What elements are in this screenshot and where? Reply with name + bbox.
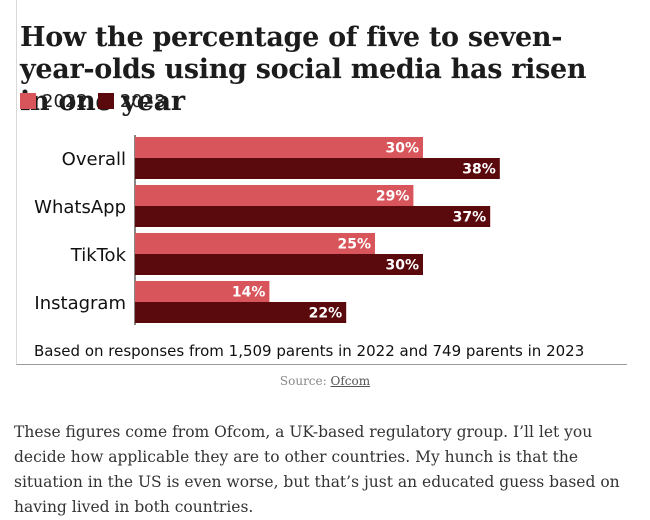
chart-footnote: Based on responses from 1,509 parents in… <box>34 342 585 360</box>
article-paragraph: These figures come from Ofcom, a UK-base… <box>14 423 620 516</box>
data-label-2023-tiktok: 30% <box>385 258 419 274</box>
source-link[interactable]: Ofcom <box>330 374 371 388</box>
legend-swatch-2022 <box>20 93 36 109</box>
chart-title: How the percentage of five to seven-year… <box>20 22 587 117</box>
category-label: Overall <box>62 149 126 170</box>
bar-2022-whatsapp <box>135 185 414 206</box>
bar-2023-overall <box>135 158 500 179</box>
legend-item-2022: 2022 <box>20 91 88 112</box>
bar-chart: Overall 30% 38% WhatsApp 29% 37% TikTok 25% 30% I… <box>34 135 500 325</box>
legend-item-2023: 2023 <box>97 90 166 112</box>
chart-source: Source: Ofcom <box>0 374 650 388</box>
legend-label-2022: 2022 <box>42 90 88 112</box>
chart-figure-frame <box>16 0 627 365</box>
bar-2023-instagram <box>135 302 347 323</box>
data-label-2022-overall: 30% <box>385 141 419 157</box>
bar-2023-whatsapp <box>135 206 491 227</box>
category-label: WhatsApp <box>34 197 126 218</box>
bar-2022-tiktok <box>135 233 375 254</box>
category-label: TikTok <box>70 245 127 266</box>
legend-label-2023: 2023 <box>119 90 166 112</box>
bar-2023-tiktok <box>135 254 423 275</box>
data-label-2022-whatsapp: 29% <box>376 189 410 205</box>
bar-2022-instagram <box>135 281 270 302</box>
data-label-2022-instagram: 14% <box>232 285 266 301</box>
data-label-2022-tiktok: 25% <box>337 237 371 253</box>
source-label: Source: <box>279 374 327 388</box>
data-label-2023-instagram: 22% <box>309 306 343 322</box>
data-label-2023-overall: 38% <box>462 162 496 178</box>
bar-2022-overall <box>135 137 423 158</box>
chart-legend: 2022 2023 <box>20 90 176 112</box>
category-label: Instagram <box>34 293 126 314</box>
data-label-2023-whatsapp: 37% <box>453 210 487 226</box>
legend-swatch-2023 <box>97 93 114 109</box>
